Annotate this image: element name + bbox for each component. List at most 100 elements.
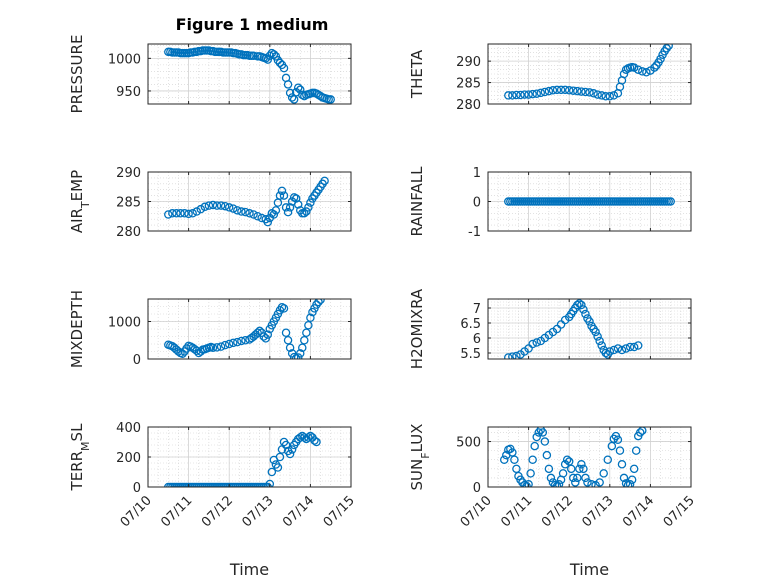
- data-point: [621, 344, 631, 353]
- data-point: [275, 191, 285, 200]
- data-point: [281, 203, 291, 212]
- y-tick-label: 7: [473, 302, 481, 317]
- data-point: [581, 87, 590, 97]
- data-point: [540, 437, 550, 446]
- data-point: [585, 317, 594, 326]
- data-point: [233, 206, 242, 215]
- series-markers: [504, 44, 673, 101]
- data-point: [666, 197, 675, 206]
- axes-box: [147, 298, 352, 360]
- figure-title: Figure 1 medium: [176, 15, 329, 34]
- data-point: [562, 455, 572, 464]
- data-point: [629, 464, 639, 474]
- y-tick-label: 280: [456, 98, 481, 113]
- data-point: [528, 455, 537, 464]
- data-point: [253, 328, 262, 337]
- series-markers: [504, 299, 643, 359]
- data-point: [245, 209, 254, 218]
- data-point: [609, 345, 619, 355]
- x-axis-label: Time: [569, 560, 609, 579]
- data-point: [510, 455, 519, 464]
- y-tick-label: 1000: [108, 52, 141, 67]
- data-point: [275, 58, 285, 68]
- data-point: [583, 478, 592, 487]
- data-point: [532, 432, 541, 442]
- data-point: [554, 480, 564, 487]
- data-point: [575, 464, 584, 474]
- data-point: [520, 90, 529, 99]
- data-point: [208, 343, 218, 352]
- data-point: [499, 455, 509, 464]
- series-markers: [504, 197, 675, 206]
- data-point: [633, 341, 643, 350]
- data-point: [184, 209, 193, 219]
- data-point: [550, 480, 560, 487]
- data-point: [304, 320, 313, 330]
- y-tick-label: 290: [116, 166, 141, 181]
- y-tick-label: 1000: [108, 316, 141, 331]
- subplot-h2omixra: 5.566.57 H2OMIXRA: [408, 288, 692, 369]
- data-point: [180, 209, 189, 218]
- data-point: [326, 95, 335, 104]
- y-tick-label: 285: [456, 77, 481, 92]
- data-point: [269, 50, 279, 59]
- data-point: [577, 87, 586, 96]
- data-point: [174, 347, 183, 356]
- data-point: [295, 433, 305, 442]
- y-axis-label: AIRTEMP: [68, 170, 92, 233]
- data-point: [587, 480, 596, 487]
- y-tick-label: 285: [116, 196, 141, 211]
- y-tick-label: 290: [456, 55, 481, 70]
- data-point: [526, 469, 535, 478]
- subplot-rainfall: -1 0 1 RAINFALL: [408, 166, 692, 240]
- data-point: [615, 446, 625, 455]
- data-point: [220, 340, 230, 350]
- y-tick-label: 6: [473, 332, 481, 347]
- data-point: [536, 88, 546, 98]
- data-point: [532, 89, 541, 98]
- data-point: [528, 89, 537, 99]
- subplot-theta: 280 285 290 THETA: [408, 43, 692, 113]
- data-point: [613, 435, 623, 444]
- data-point: [192, 346, 201, 355]
- data-point: [241, 207, 250, 217]
- data-point: [298, 343, 307, 352]
- data-point: [552, 85, 562, 95]
- data-point: [304, 203, 313, 212]
- grid: [147, 426, 352, 488]
- data-point: [281, 328, 291, 337]
- data-point: [237, 336, 246, 346]
- data-point: [546, 473, 556, 483]
- data-point: [627, 475, 637, 484]
- data-point: [283, 80, 293, 89]
- data-point: [585, 88, 594, 97]
- data-point: [566, 464, 576, 474]
- data-point: [275, 452, 285, 462]
- data-point: [229, 338, 238, 348]
- data-point: [508, 352, 517, 359]
- data-point: [310, 436, 319, 445]
- data-point: [287, 445, 297, 454]
- data-point: [224, 203, 234, 212]
- data-point: [530, 441, 539, 451]
- data-point: [552, 481, 562, 487]
- data-point: [279, 63, 289, 73]
- data-point: [544, 464, 554, 474]
- data-point: [263, 217, 273, 227]
- data-point: [229, 204, 238, 213]
- axes-box: [487, 298, 692, 360]
- data-point: [571, 478, 580, 487]
- data-point: [255, 326, 264, 336]
- data-point: [271, 206, 281, 215]
- data-point: [601, 348, 610, 358]
- data-point: [306, 313, 315, 322]
- data-point: [532, 338, 541, 347]
- data-point: [200, 202, 210, 212]
- data-point: [544, 86, 554, 96]
- data-point: [508, 91, 517, 100]
- data-point: [593, 90, 602, 99]
- data-point: [638, 67, 647, 76]
- subplot-air-temp: 280 285 290 AIRTEMP: [68, 166, 352, 240]
- y-tick-label: 280: [116, 225, 141, 240]
- data-point: [601, 92, 610, 101]
